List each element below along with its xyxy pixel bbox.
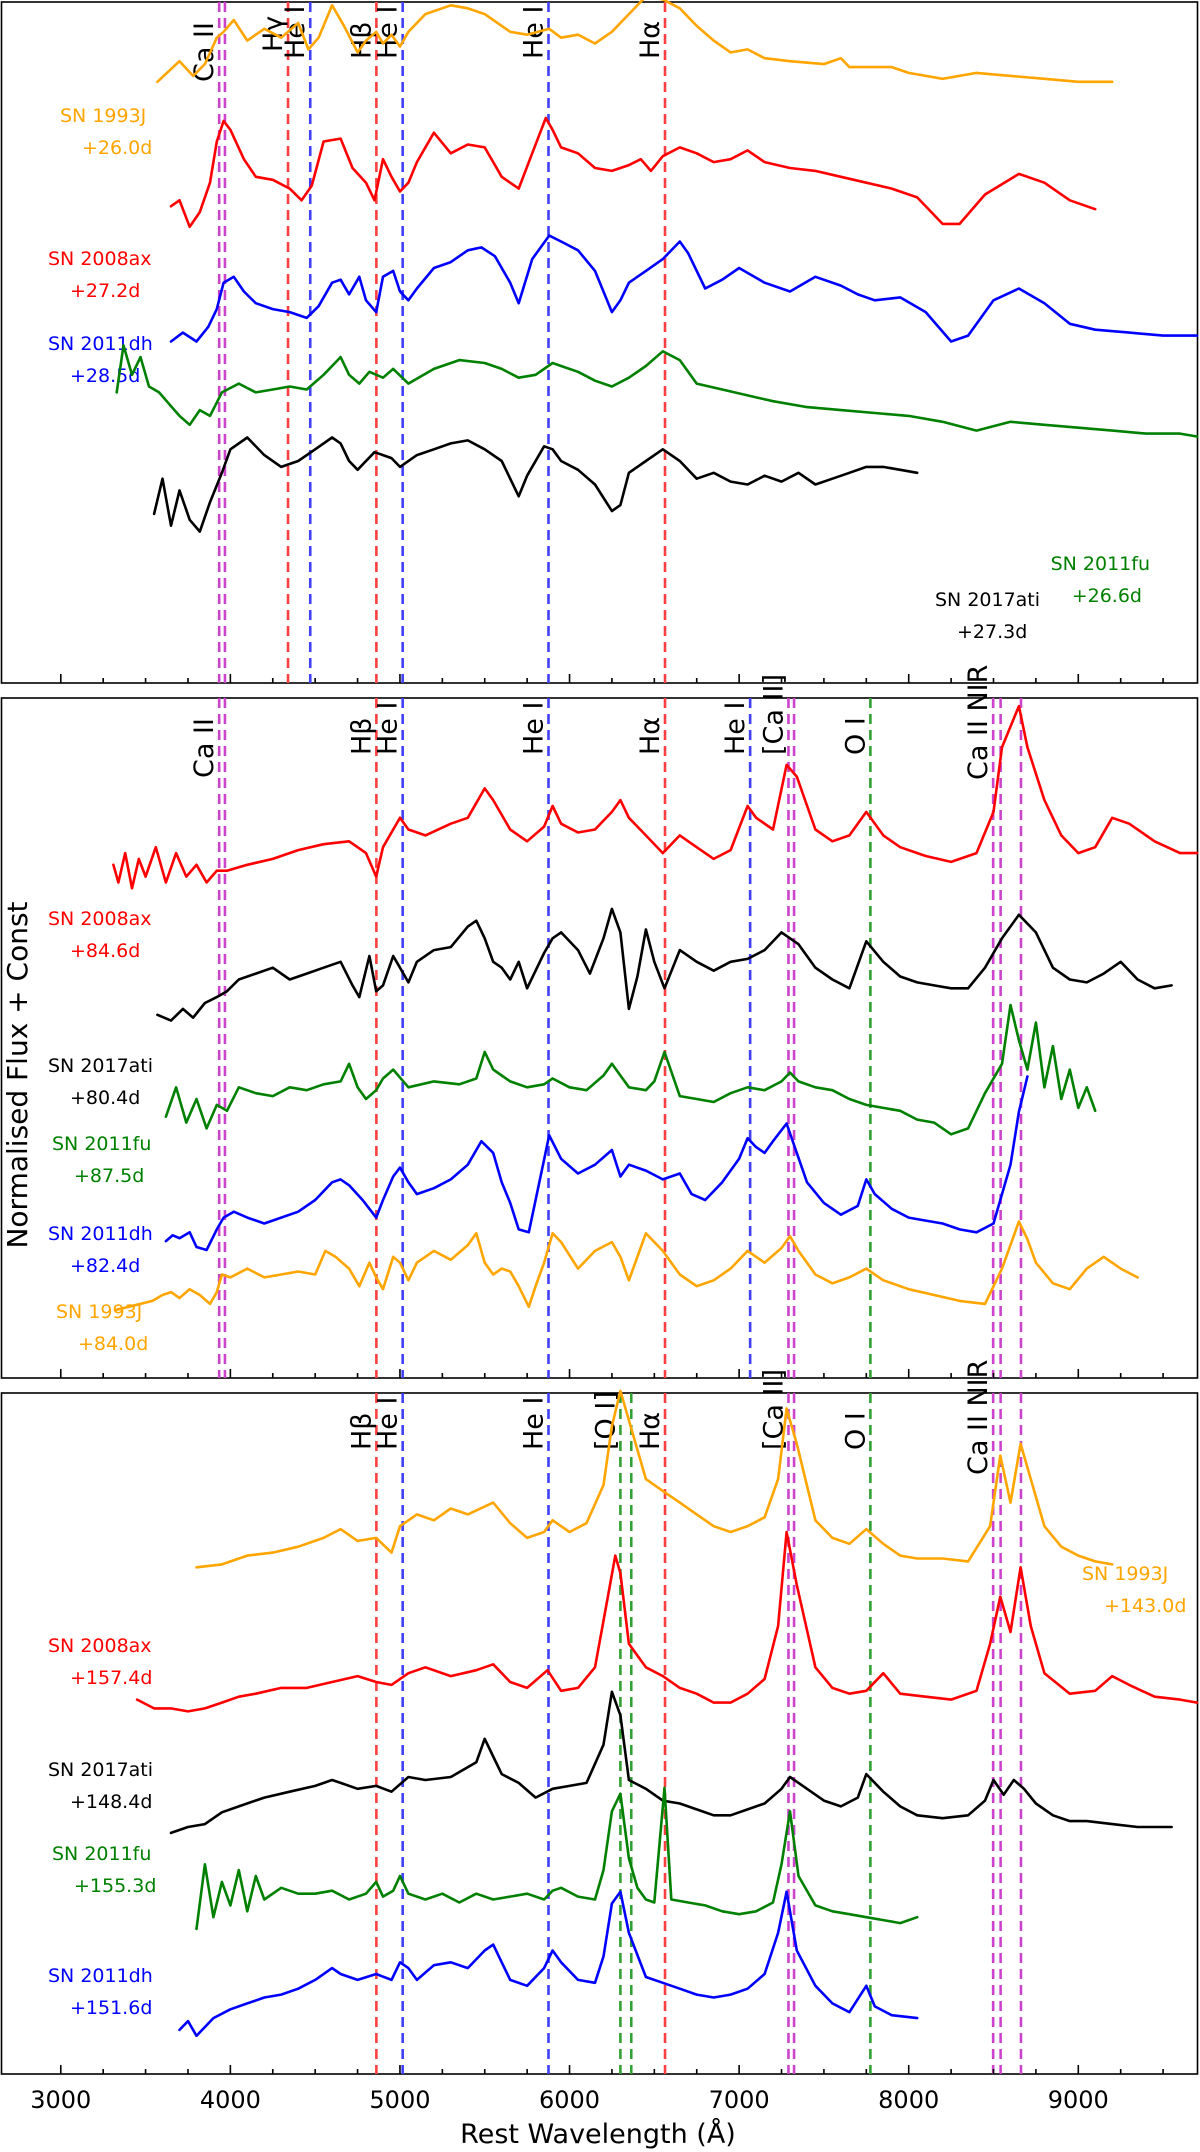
series-name-label: SN 2011dh xyxy=(48,1965,153,1987)
series-phase-label: +26.0d xyxy=(82,137,152,159)
series-name-label: SN 2011fu xyxy=(1051,553,1150,575)
series-phase-label: +87.5d xyxy=(74,1165,144,1187)
series-name-label: SN 2017ati xyxy=(48,1055,153,1077)
series-name-label: SN 2017ati xyxy=(48,1759,153,1781)
series-name-label: SN 1993J xyxy=(60,105,146,127)
spectrum-line xyxy=(152,436,919,533)
spectrum-line xyxy=(135,1530,1199,1713)
x-axis-label: Rest Wavelength (Å) xyxy=(460,2118,736,2150)
line-label: Hβ xyxy=(346,717,377,755)
line-label: Hβ xyxy=(346,1412,377,1450)
line-label: Ca II NIR xyxy=(963,1360,994,1475)
panel-frame xyxy=(0,697,1199,1379)
line-label: He I xyxy=(373,702,404,755)
line-label: O I xyxy=(840,717,871,755)
series-phase-label: +26.6d xyxy=(1072,585,1142,607)
series-phase-label: +151.6d xyxy=(70,1997,152,2019)
line-label: Hα xyxy=(635,21,666,59)
series-phase-label: +155.3d xyxy=(74,1875,156,1897)
spectrum-line xyxy=(156,907,1173,1022)
series-phase-label: +157.4d xyxy=(70,1667,152,1689)
series-name-label: SN 2011dh xyxy=(48,333,153,355)
y-axis-label: Normalised Flux + Const xyxy=(1,901,34,1248)
line-label: Ca II xyxy=(189,22,220,82)
line-label: O I xyxy=(840,1412,871,1450)
spectrum-line xyxy=(164,1075,1029,1252)
series-phase-label: +80.4d xyxy=(70,1087,140,1109)
series-name-label: SN 2011fu xyxy=(52,1843,151,1865)
series-phase-label: +28.5d xyxy=(70,365,140,387)
spectrum-line xyxy=(169,116,1097,229)
series-name-label: SN 2011dh xyxy=(48,1223,153,1245)
x-tick-label: 8000 xyxy=(878,2086,939,2114)
line-label: Hα xyxy=(635,1412,666,1450)
spectrum-line xyxy=(164,1003,1097,1136)
panel-frame xyxy=(0,1,1199,684)
x-tick-label: 3000 xyxy=(30,2086,91,2114)
spectrum-line xyxy=(156,0,1114,84)
series-name-label: SN 2008ax xyxy=(48,1635,152,1657)
series-phase-label: +84.6d xyxy=(70,940,140,962)
series-phase-label: +27.2d xyxy=(70,280,140,302)
spectrum-line xyxy=(195,1786,919,1931)
line-label: He I xyxy=(373,1397,404,1450)
spectrum-line xyxy=(112,704,1199,890)
series-name-label: SN 1993J xyxy=(1082,1563,1168,1585)
series-phase-label: +143.0d xyxy=(1104,1595,1186,1617)
x-tick-label: 6000 xyxy=(539,2086,600,2114)
x-tick-label: 5000 xyxy=(369,2086,430,2114)
series-phase-label: +82.4d xyxy=(70,1255,140,1277)
line-label: [Ca II] xyxy=(758,674,789,755)
line-label: Hα xyxy=(635,717,666,755)
spectrum-line xyxy=(195,1389,1114,1569)
line-label: [Ca II] xyxy=(758,1369,789,1450)
x-tick-label: 4000 xyxy=(200,2086,261,2114)
series-name-label: SN 2008ax xyxy=(48,908,152,930)
line-label: He I xyxy=(280,6,311,59)
line-label: He I xyxy=(519,1397,550,1450)
panel-frame xyxy=(0,1392,1199,2075)
series-phase-label: +84.0d xyxy=(78,1333,148,1355)
series-phase-label: +148.4d xyxy=(70,1791,152,1813)
x-axis-ticks: 3000 4000 5000 6000 7000 8000 9000 xyxy=(30,2086,1109,2114)
x-tick-label: 7000 xyxy=(709,2086,770,2114)
series-name-label: SN 1993J xyxy=(56,1301,142,1323)
series-phase-label: +27.3d xyxy=(957,621,1027,643)
spectrum-line xyxy=(169,234,1199,343)
series-name-label: SN 2011fu xyxy=(52,1133,151,1155)
line-label: He I xyxy=(519,702,550,755)
series-name-label: SN 2008ax xyxy=(48,248,152,270)
x-tick-label: 9000 xyxy=(1048,2086,1109,2114)
series-name-label: SN 2017ati xyxy=(935,589,1040,611)
spectrum-line xyxy=(178,1890,919,2038)
line-label: Ca II NIR xyxy=(963,665,994,780)
line-label: He I xyxy=(720,702,751,755)
spectrum-line xyxy=(115,1220,1139,1311)
line-label: [O I] xyxy=(590,1391,621,1450)
line-label: Ca II xyxy=(189,718,220,778)
spectrum-line xyxy=(115,344,1199,438)
